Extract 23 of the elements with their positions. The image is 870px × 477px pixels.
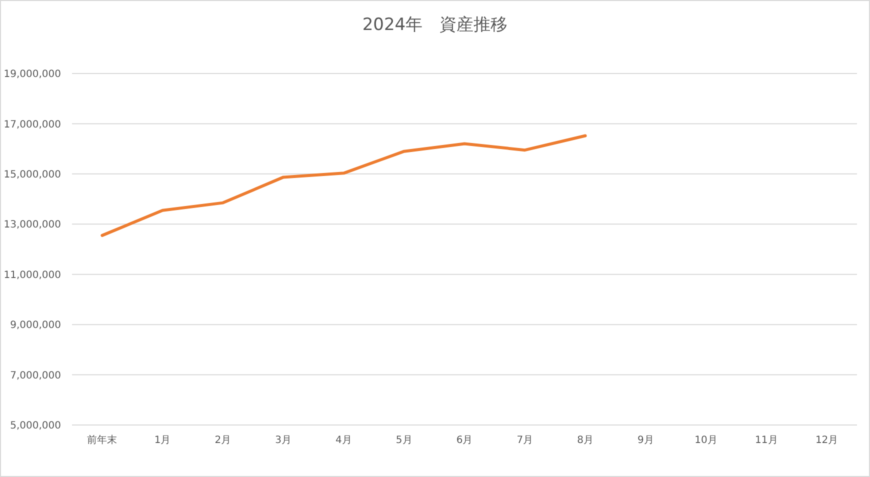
x-tick-label: 11月 [755, 435, 778, 446]
y-tick-label: 17,000,000 [4, 119, 61, 130]
x-tick-label: 1月 [154, 435, 171, 446]
y-tick-label: 7,000,000 [10, 370, 61, 382]
y-tick-label: 11,000,000 [4, 270, 61, 281]
line-series [100, 134, 587, 237]
x-tick-label: 8月 [577, 435, 594, 446]
x-tick-label: 7月 [516, 435, 534, 446]
y-tick-label: 19,000,000 [4, 69, 61, 80]
x-tick-label: 2月 [214, 435, 232, 446]
y-tick-label: 5,000,000 [10, 420, 61, 432]
x-tick-label: 5月 [396, 435, 412, 446]
x-tick-label: 3月 [275, 435, 292, 446]
x-tick-label: 4月 [336, 435, 352, 446]
y-tick-label: 13,000,000 [4, 220, 61, 231]
x-tick-label: 10月 [694, 435, 718, 446]
x-tick-label: 9月 [637, 435, 654, 446]
x-tick-label: 6月 [456, 435, 473, 446]
y-tick-label: 15,000,000 [4, 169, 61, 180]
x-tick-label: 前年末 [87, 434, 118, 446]
x-tick-label: 12月 [815, 435, 838, 446]
chart-title: 2024年 資産推移 [361, 14, 509, 36]
y-tick-label: 9,000,000 [10, 320, 61, 332]
